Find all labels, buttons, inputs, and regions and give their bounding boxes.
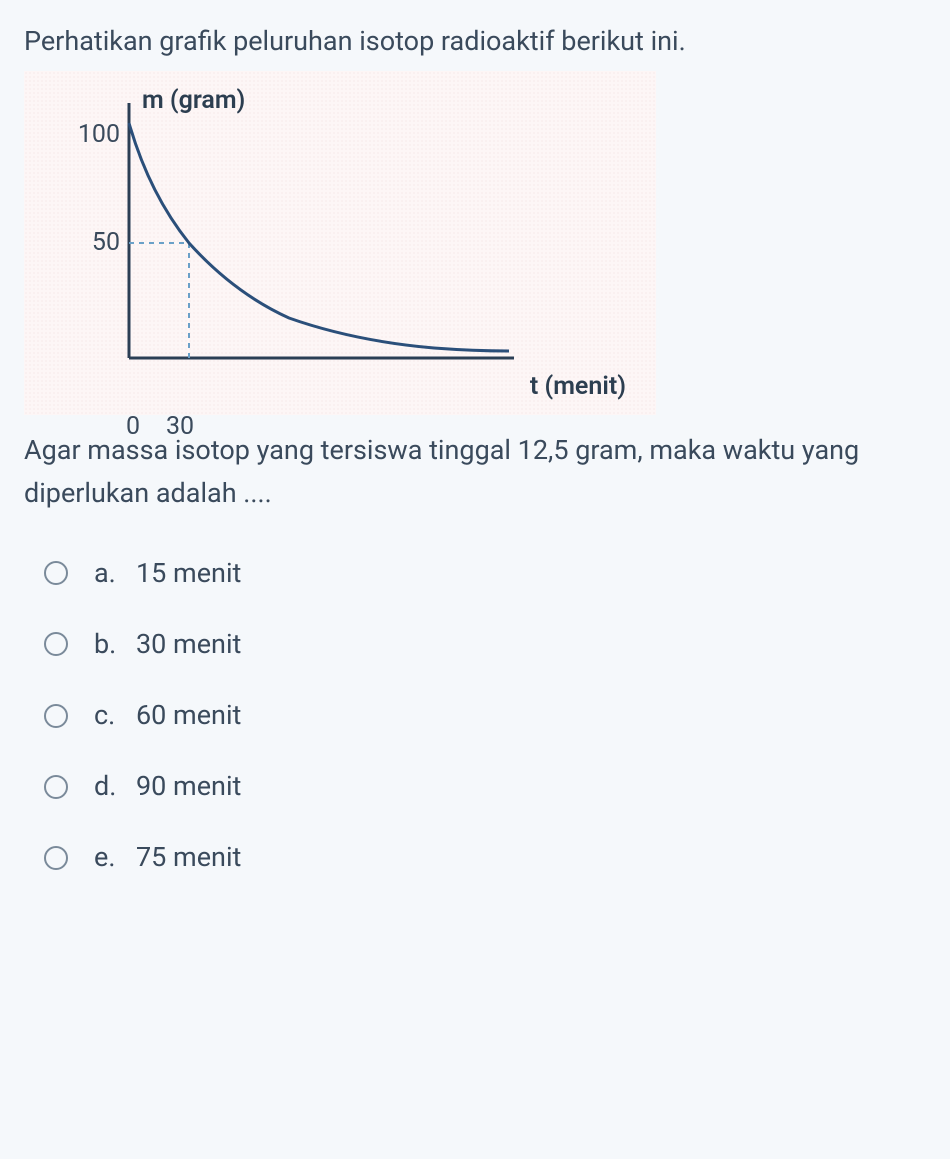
radio-icon[interactable] [44,775,68,799]
radio-icon[interactable] [44,561,68,585]
option-letter: c. [94,694,136,737]
chart-svg [34,83,634,383]
option-text: 60 menit [136,694,241,737]
option-letter: b. [94,623,136,666]
option-c[interactable]: c. 60 menit [44,694,926,737]
x-axis-title: t (menit) [530,367,626,407]
option-letter: d. [94,765,136,808]
y-axis-title: m (gram) [142,81,245,121]
question-prompt: Agar massa isotop yang tersiswa tinggal … [24,429,926,515]
x-tick-30: 30 [166,407,194,447]
option-b[interactable]: b. 30 menit [44,623,926,666]
y-tick-50: 50 [92,223,120,263]
radio-icon[interactable] [44,704,68,728]
option-e[interactable]: e. 75 menit [44,836,926,879]
radio-icon[interactable] [44,846,68,870]
decay-chart: m (gram) 100 50 0 30 t (menit) [24,71,656,415]
option-letter: a. [94,552,136,595]
x-tick-0: 0 [126,407,140,447]
option-text: 90 menit [136,765,241,808]
option-letter: e. [94,836,136,879]
y-tick-100: 100 [78,115,120,155]
option-text: 15 menit [136,552,241,595]
option-text: 75 menit [136,836,241,879]
question-intro: Perhatikan grafik peluruhan isotop radio… [24,20,926,63]
option-a[interactable]: a. 15 menit [44,552,926,595]
options-list: a. 15 menit b. 30 menit c. 60 menit d. 9… [44,552,926,880]
radio-icon[interactable] [44,632,68,656]
option-text: 30 menit [136,623,241,666]
option-d[interactable]: d. 90 menit [44,765,926,808]
